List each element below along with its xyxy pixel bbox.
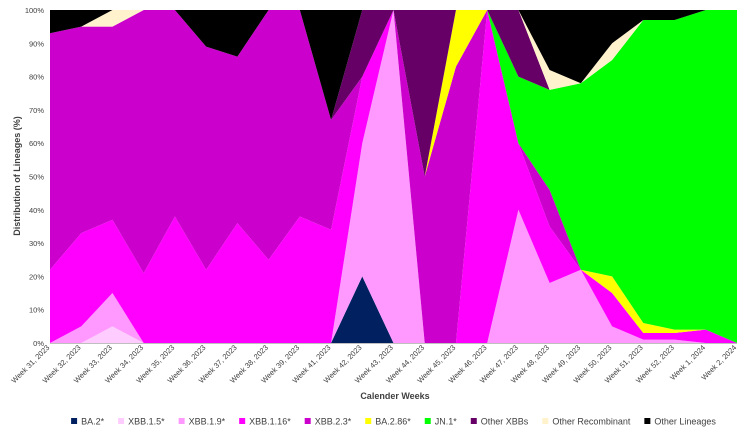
legend-swatch-xbb-1-9 [178, 418, 185, 424]
legend: BA.2* XBB.1.5* XBB.1.9* XBB.1.16* XBB.2.3* BA… [71, 417, 716, 427]
legend-swatch-xbb-1-16 [239, 418, 246, 424]
legend-label-xbb-1-5: XBB.1.5* [128, 417, 165, 427]
legend-label-other-recombinant: Other Recombinant [552, 417, 631, 427]
legend-label-xbb-2-3: XBB.2.3* [315, 417, 352, 427]
y-tick-label: 60% [29, 139, 44, 148]
legend-swatch-ba-2-86 [365, 418, 372, 424]
area-other-recombinant [50, 10, 737, 120]
y-tick-label: 30% [29, 239, 44, 248]
area-other-lineages [50, 10, 737, 120]
legend-swatch-ba-2 [71, 418, 78, 424]
legend-swatch-other-recombinant [542, 418, 549, 424]
area-xbb-1-9 [50, 10, 737, 343]
y-tick-labels: 0% 10% 20% 30% 40% 50% 60% 70% 80% 90% 100% [25, 6, 45, 348]
area-xbb-2-3 [50, 10, 737, 343]
y-tick-label: 10% [29, 306, 44, 315]
x-axis-title: Calender Weeks [360, 391, 429, 401]
y-tick-label: 40% [29, 206, 44, 215]
legend-label-xbb-1-9: XBB.1.9* [189, 417, 226, 427]
area-xbb-1-5 [50, 276, 737, 343]
legend-swatch-xbb-1-5 [118, 418, 125, 424]
legend-swatch-other-xbbs [470, 418, 477, 424]
y-tick-label: 0% [33, 339, 44, 348]
y-tick-label: 90% [29, 39, 44, 48]
y-tick-label: 100% [25, 6, 45, 15]
legend-label-ba-2: BA.2* [81, 417, 105, 427]
area-jn-1 [50, 10, 737, 343]
legend-label-other-lineages: Other Lineages [654, 417, 716, 427]
legend-swatch-jn-1 [424, 418, 431, 424]
y-axis-title: Distribution of Lineages (%) [12, 116, 22, 236]
legend-label-ba-2-86: BA.2.86* [375, 417, 411, 427]
y-tick-label: 20% [29, 272, 44, 281]
legend-label-xbb-1-16: XBB.1.16* [249, 417, 291, 427]
area-series-group [50, 10, 737, 343]
legend-swatch-other-lineages [644, 418, 651, 424]
y-tick-label: 50% [29, 173, 44, 182]
legend-label-jn-1: JN.1* [435, 417, 458, 427]
y-tick-label: 80% [29, 73, 44, 82]
legend-swatch-xbb-2-3 [304, 418, 311, 424]
area-xbb-1-16 [50, 10, 737, 343]
legend-label-other-xbbs: Other XBBs [481, 417, 529, 427]
y-tick-label: 70% [29, 106, 44, 115]
